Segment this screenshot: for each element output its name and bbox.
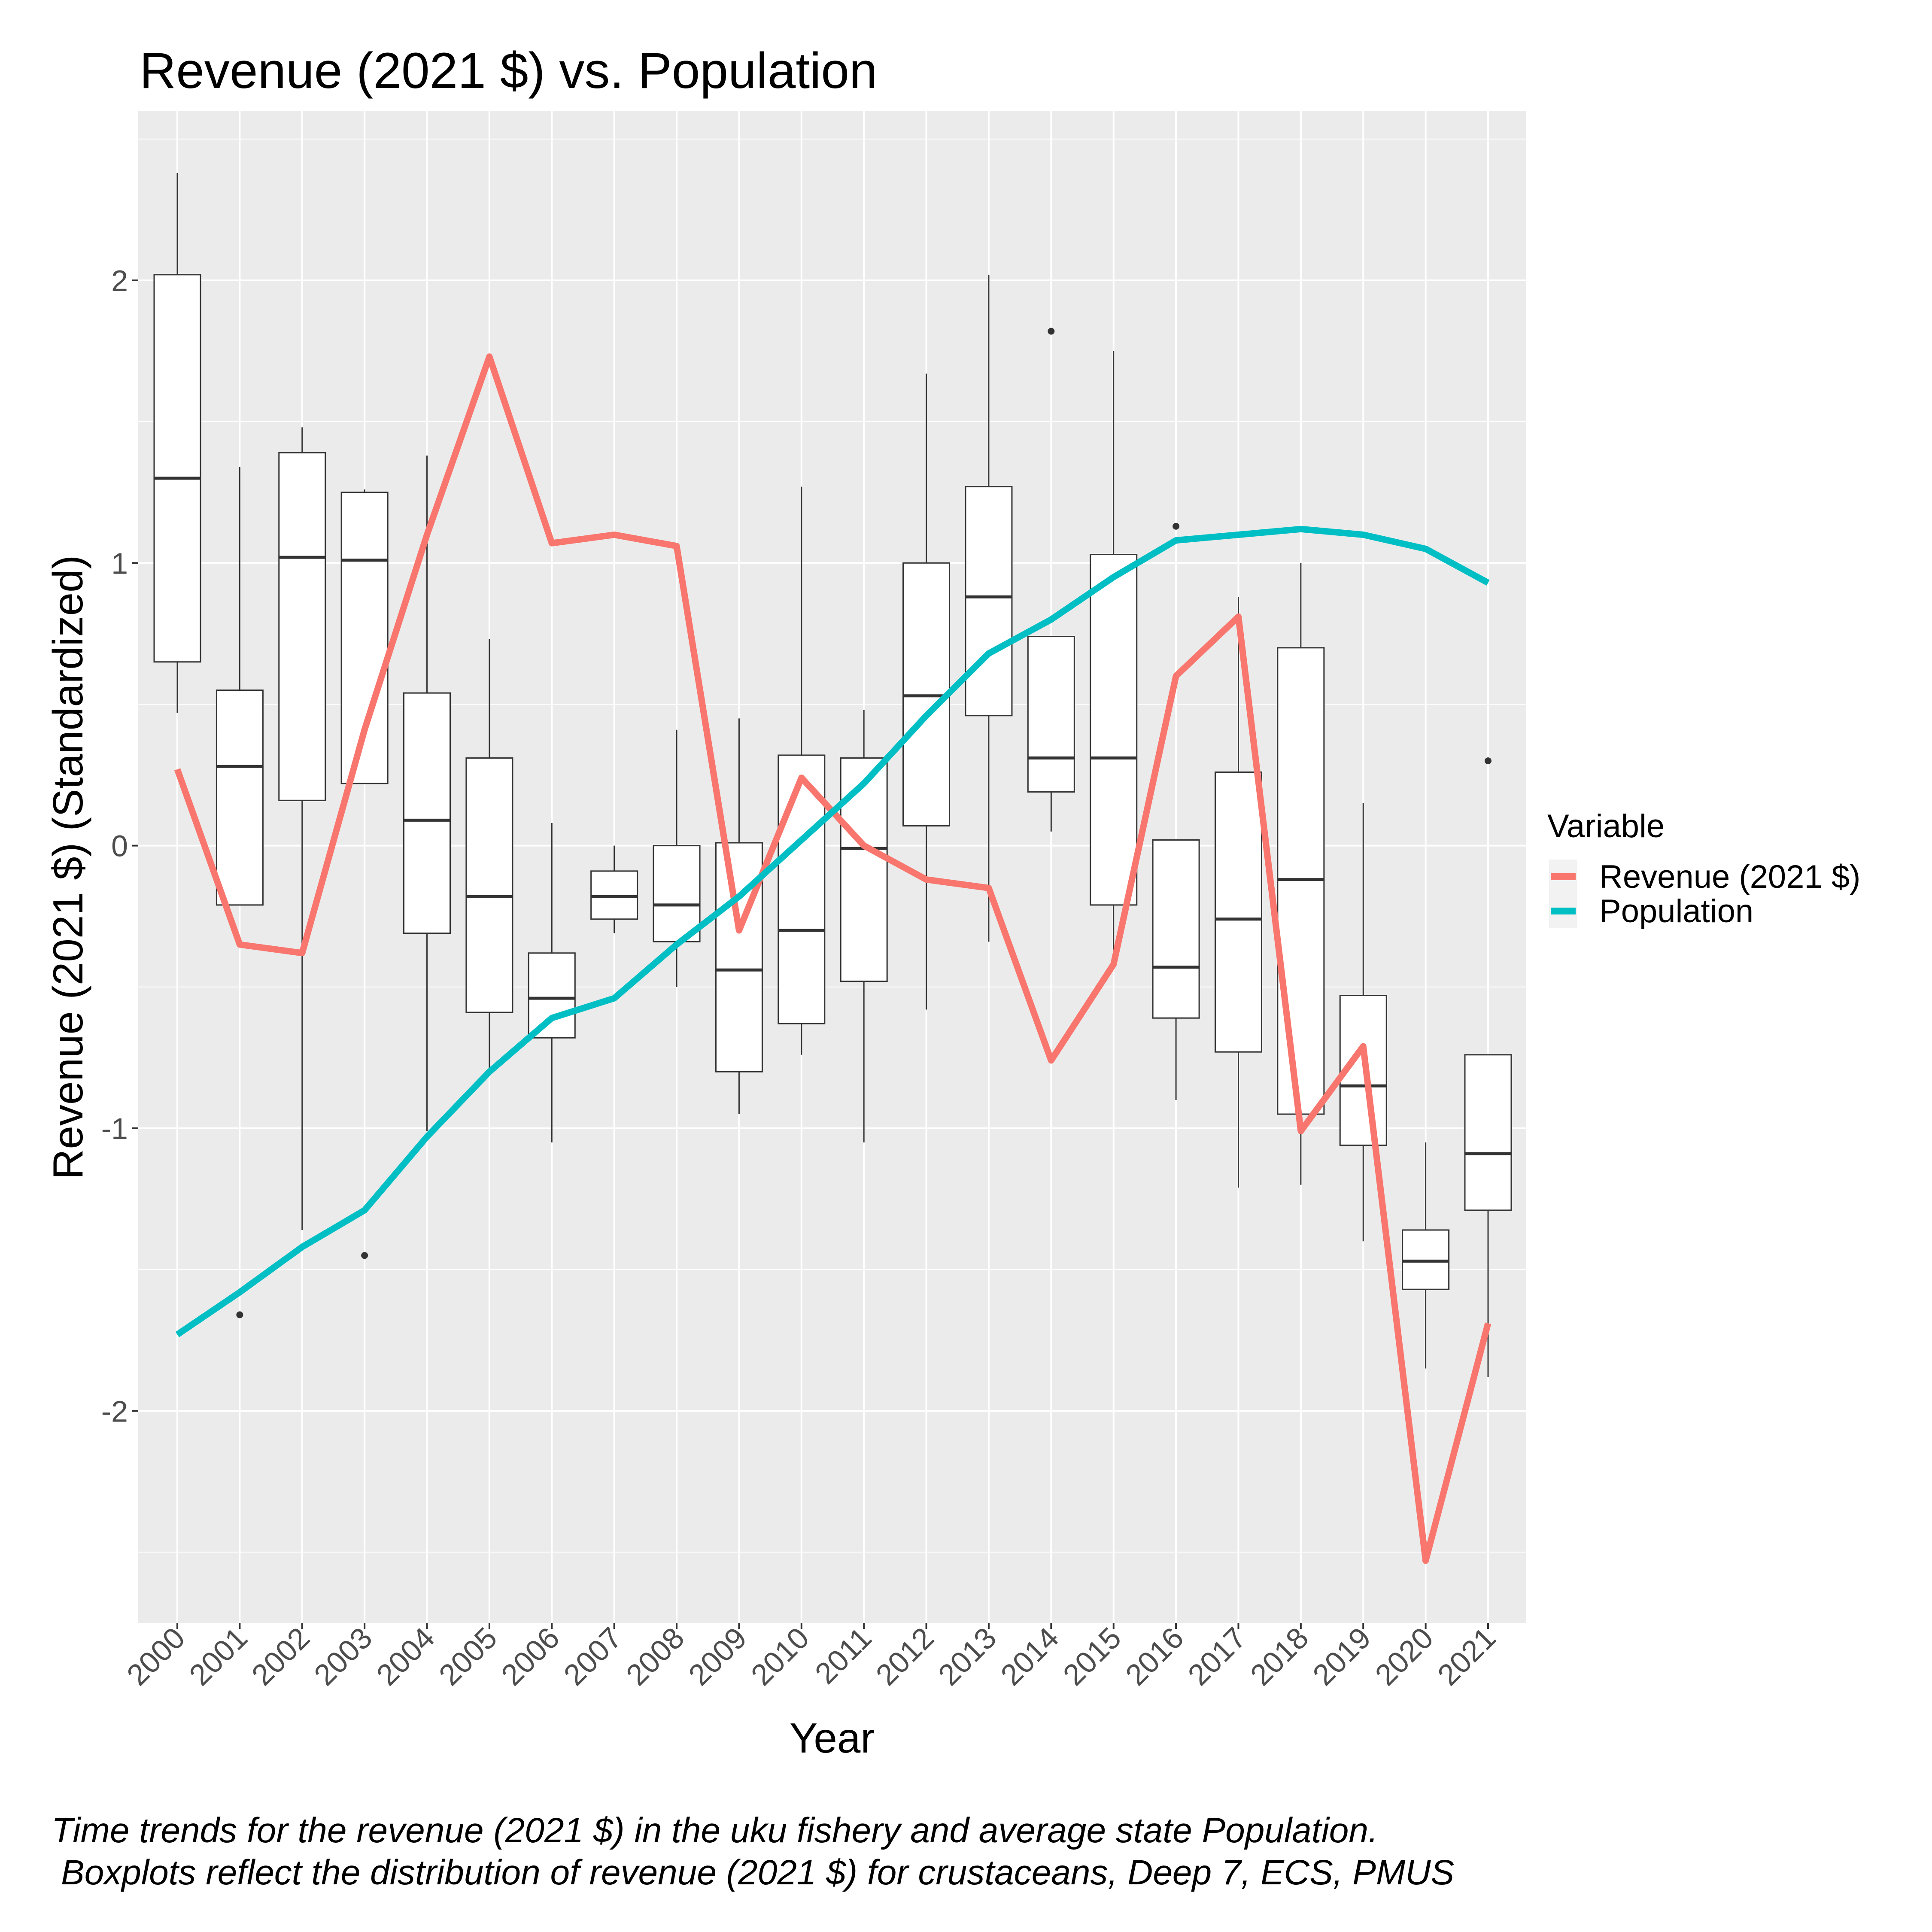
boxplot-2010: [778, 486, 826, 1055]
x-tick-label: 2005: [432, 1621, 503, 1692]
y-axis-title: Revenue (2021 $) (Standardized): [44, 555, 91, 1180]
box-iqr: [1214, 771, 1262, 1053]
x-tick-label: 2003: [307, 1621, 378, 1692]
box-iqr: [778, 754, 826, 1024]
outlier-point: [1173, 522, 1180, 530]
y-tick-label: 0: [111, 829, 128, 863]
boxplot-2007: [590, 845, 638, 933]
box-iqr: [153, 274, 201, 663]
x-tick-label: 2017: [1182, 1621, 1252, 1692]
box-iqr: [1152, 839, 1200, 1019]
box-iqr: [840, 757, 888, 982]
y-tick-label: -1: [101, 1112, 128, 1145]
box-iqr: [1464, 1054, 1512, 1211]
x-tick-label: 2019: [1306, 1621, 1377, 1692]
x-tick-label: 2013: [932, 1621, 1002, 1692]
y-tick-label: -2: [101, 1394, 128, 1428]
boxplot-2005: [465, 639, 513, 1069]
x-tick-label: 2018: [1244, 1621, 1315, 1692]
x-tick-label: 2001: [183, 1621, 254, 1692]
x-tick-label: 2015: [1057, 1621, 1127, 1692]
y-axis: -2 -1 0 1 2: [101, 264, 138, 1428]
boxplot-2008: [653, 729, 701, 987]
boxplot-2001: [216, 467, 264, 1318]
outlier-point: [1485, 757, 1492, 765]
x-tick-label: 2009: [682, 1621, 753, 1692]
legend-label-revenue: Revenue (2021 $): [1599, 859, 1860, 895]
legend-title: Variable: [1547, 808, 1665, 844]
figure-caption: Time trends for the revenue (2021 $) in …: [52, 1810, 1898, 1894]
y-tick-label: 1: [111, 547, 128, 580]
boxplot-2002: [278, 427, 326, 1230]
boxplot-2018: [1277, 563, 1325, 1185]
boxplot-2016: [1152, 522, 1200, 1100]
boxplots: [153, 173, 1512, 1377]
boxplot-2020: [1402, 1142, 1450, 1369]
box-iqr: [715, 842, 763, 1072]
boxplot-2014: [1027, 328, 1075, 832]
box-iqr: [403, 692, 451, 934]
box-iqr: [653, 845, 701, 942]
x-tick-label: 2010: [744, 1621, 815, 1692]
boxplot-2006: [528, 823, 576, 1142]
caption-line-1: Time trends for the revenue (2021 $) in …: [52, 1811, 1378, 1850]
boxplot-2017: [1214, 597, 1262, 1188]
box-iqr: [1027, 635, 1075, 793]
legend: Variable Revenue (2021 $) Population: [1547, 808, 1860, 930]
legend-label-population: Population: [1599, 893, 1753, 930]
x-tick-label: 2012: [869, 1621, 940, 1692]
outlier-point: [1048, 328, 1055, 335]
boxplot-2013: [965, 274, 1013, 942]
series-line-population: [175, 526, 1490, 1337]
boxplot-2015: [1090, 351, 1138, 951]
box-iqr: [216, 690, 264, 906]
outlier-point: [236, 1311, 243, 1318]
caption-line-2: Boxplots reflect the distribution of rev…: [61, 1853, 1455, 1892]
x-tick-label: 2011: [808, 1621, 878, 1690]
x-tick-label: 2002: [245, 1621, 316, 1692]
x-tick-label: 2021: [1431, 1621, 1502, 1692]
boxplot-2021: [1464, 757, 1512, 1377]
x-axis: 2000200120022003200420052006200720082009…: [120, 1621, 1502, 1692]
x-tick-label: 2016: [1119, 1621, 1190, 1692]
box-iqr: [965, 486, 1013, 717]
x-tick-label: 2020: [1369, 1621, 1440, 1692]
box-iqr: [528, 952, 576, 1039]
x-tick-label: 2007: [557, 1621, 628, 1692]
x-tick-label: 2000: [120, 1621, 191, 1692]
x-tick-label: 2004: [370, 1621, 441, 1692]
x-tick-label: 2006: [495, 1621, 566, 1692]
boxplot-2004: [403, 456, 451, 1131]
y-tick-label: 2: [111, 264, 128, 298]
x-axis-title: Year: [790, 1714, 875, 1762]
x-tick-label: 2008: [620, 1621, 690, 1692]
box-iqr: [278, 452, 326, 801]
chart-title: Revenue (2021 $) vs. Population: [140, 43, 878, 99]
boxplot-2000: [153, 173, 201, 713]
box-iqr: [1090, 554, 1138, 906]
outlier-point: [361, 1252, 368, 1259]
box-iqr: [465, 757, 513, 1013]
series-lines: [174, 353, 1492, 1564]
x-tick-label: 2014: [994, 1621, 1065, 1692]
